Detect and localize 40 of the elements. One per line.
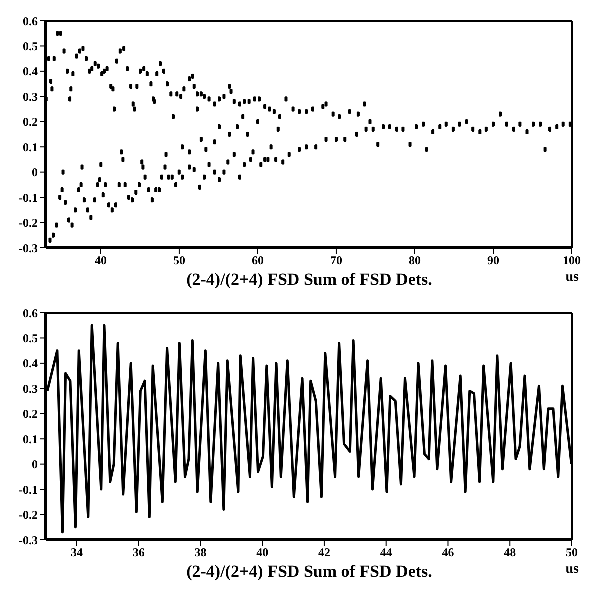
y-tick-label: 0.3 — [23, 382, 38, 396]
y-tick-label: 0.6 — [23, 14, 38, 28]
x-tick-label: 46 — [442, 546, 454, 560]
y-tick-label: 0.1 — [23, 140, 38, 154]
y-tick-label: -0.3 — [19, 533, 38, 548]
y-tick-label: 0 — [32, 166, 38, 180]
y-tick-label: -0.1 — [19, 190, 38, 205]
y-tick-label: 0.5 — [23, 331, 38, 346]
x-tick-label: 50 — [173, 254, 186, 268]
x-tick-label: 42 — [318, 546, 330, 560]
x-tick-label: 44 — [380, 546, 392, 560]
x-axis-title: (2-4)/(2+4) FSD Sum of FSD Dets. — [186, 270, 432, 289]
y-tick-label: 0.4 — [23, 356, 38, 371]
y-tick-label: 0.6 — [23, 306, 38, 320]
y-tick-label: 0.4 — [23, 64, 38, 79]
x-tick-label: 90 — [487, 254, 500, 268]
x-tick-label: 40 — [256, 546, 269, 560]
y-tick-label: -0.2 — [19, 508, 38, 522]
x-tick-label: 40 — [94, 254, 107, 268]
x-tick-label: 34 — [70, 546, 83, 560]
x-tick-label: 36 — [132, 546, 145, 560]
x-tick-label: 38 — [194, 546, 207, 560]
x-axis-title: (2-4)/(2+4) FSD Sum of FSD Dets. — [186, 562, 432, 581]
y-tick-label: 0.3 — [23, 90, 38, 104]
x-tick-label: 80 — [408, 254, 421, 268]
y-tick-label: 0.2 — [23, 407, 38, 422]
y-tick-label: 0.1 — [23, 432, 38, 446]
y-tick-label: 0.5 — [23, 39, 38, 54]
text: us — [566, 562, 579, 578]
x-tick-label: 48 — [504, 546, 516, 560]
x-tick-label: 100 — [563, 254, 581, 268]
x-tick-label: 60 — [252, 254, 264, 268]
x-tick-label: 70 — [330, 254, 342, 268]
y-tick-label: 0 — [32, 458, 38, 472]
text: us — [566, 270, 579, 286]
y-tick-label: 0.2 — [23, 115, 38, 130]
y-tick-label: -0.1 — [19, 482, 38, 497]
y-tick-label: -0.3 — [19, 241, 38, 256]
x-tick-label: 50 — [566, 546, 578, 560]
y-tick-label: -0.2 — [19, 216, 38, 230]
